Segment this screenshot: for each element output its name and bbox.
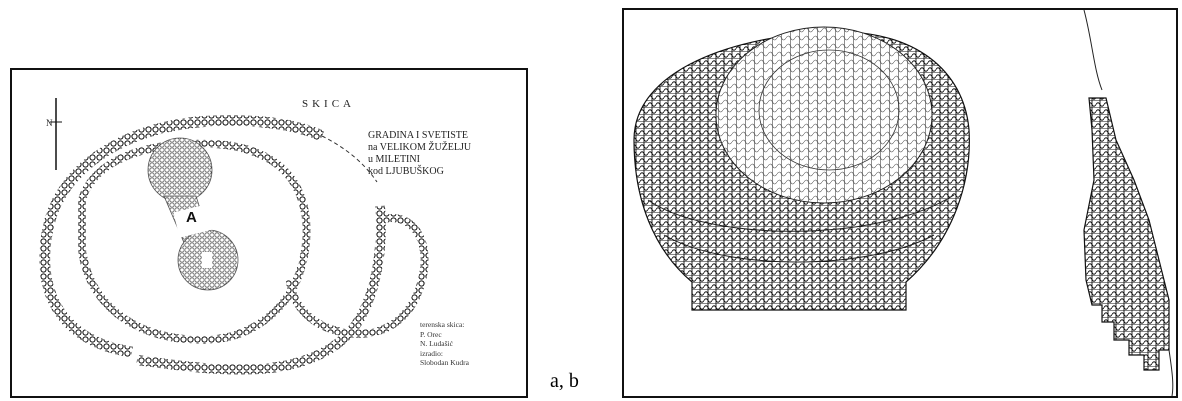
credit-line: Slobodan Kudra: [420, 358, 469, 367]
figure-b-stone-structure: [622, 8, 1178, 398]
plan-title-line: GRADINA I SVETISTE: [368, 130, 468, 141]
outer-rampart: [39, 115, 325, 358]
site-plan-drawing: [39, 98, 429, 375]
north-label: N: [46, 118, 53, 128]
credit-line: P. Orec: [420, 329, 442, 339]
sketch-heading: SKICA: [302, 98, 356, 110]
figure-a-site-plan: SKICA N GRADINA I SVETISTE na VELIKOM ŽU…: [10, 68, 528, 398]
outer-rampart-south: [136, 205, 386, 375]
structure-a-label: A: [186, 209, 197, 226]
stepped-wall-section: [1083, 10, 1174, 396]
plan-title: GRADINA I SVETISTE na VELIKOM ŽUŽELJU u …: [368, 130, 471, 178]
stone-structure-drawing: [633, 10, 1174, 396]
stone-mound: [633, 26, 970, 311]
plan-title-line: kod LJUBUŠKOG: [368, 166, 444, 177]
north-arrow-icon: [50, 98, 62, 170]
credit-line: N. Ludašić: [420, 339, 453, 348]
figure-caption: a, b: [550, 370, 579, 392]
plan-title-line: na VELIKOM ŽUŽELJU: [368, 142, 472, 153]
plan-title-line: u MILETINI: [368, 154, 420, 165]
credit-line: terenska skica:: [420, 320, 465, 329]
structure-a: [147, 137, 239, 291]
credit-line: izradio:: [420, 348, 443, 358]
credits: terenska skica: P. Orec N. Ludašić izrad…: [420, 320, 469, 368]
east-loop-rampart: [286, 214, 429, 338]
